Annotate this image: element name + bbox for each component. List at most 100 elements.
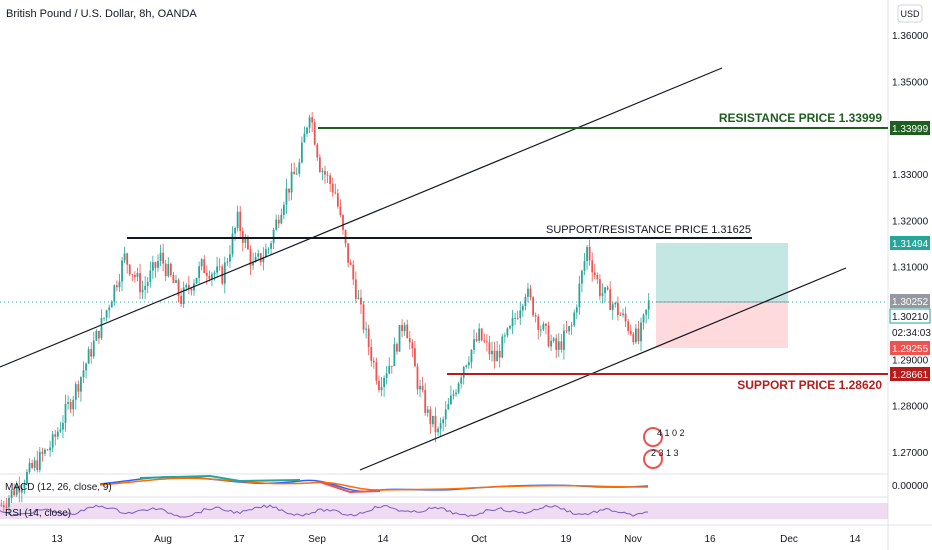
candle-body <box>259 253 262 263</box>
candle-body <box>54 434 57 437</box>
candle-body <box>478 328 481 341</box>
time-axis[interactable]: 13 Aug 17 Sep 14 Oct 19 Nov 16 Dec 14 <box>51 534 861 545</box>
candle-body <box>275 219 278 230</box>
candle-body <box>524 296 527 306</box>
candle-body <box>151 262 154 271</box>
candle-body <box>408 338 411 343</box>
support-resistance-annotation: SUPPORT/RESISTANCE PRICE 1.31625 <box>546 224 751 236</box>
candle-body <box>157 261 159 268</box>
lower-trendline[interactable] <box>359 267 847 471</box>
candle-body <box>326 174 329 176</box>
candle-body <box>324 170 326 175</box>
candles-layer <box>0 111 650 516</box>
candle-body <box>403 324 406 332</box>
target-tag-text: 1.31494 <box>892 239 929 250</box>
candle-body <box>139 273 141 293</box>
candle-body <box>503 335 506 337</box>
candle-body <box>467 362 470 366</box>
candle-body <box>90 349 93 357</box>
macd-signal-line <box>99 477 649 491</box>
support-tag <box>890 367 930 381</box>
candle-body <box>388 365 391 374</box>
candle-body <box>316 144 319 158</box>
candle-body <box>154 262 157 268</box>
candle-body <box>604 287 606 294</box>
candle-body <box>390 365 393 367</box>
time-tick-label: 17 <box>233 534 245 545</box>
candle-body <box>588 246 591 261</box>
candle-body <box>13 490 16 496</box>
candle-body <box>128 264 131 275</box>
candle-body <box>277 219 280 224</box>
candle-body <box>282 204 285 215</box>
candle-body <box>103 317 105 319</box>
candle-body <box>187 284 190 289</box>
candle-body <box>365 328 368 330</box>
target-zone[interactable] <box>656 243 788 302</box>
candle-body <box>521 305 524 311</box>
candle-body <box>313 122 316 145</box>
candle-body <box>634 328 637 343</box>
candle-body <box>611 304 614 310</box>
upper-trendline[interactable] <box>0 67 723 368</box>
candle-body <box>131 274 134 276</box>
currency-button[interactable]: USD <box>897 4 923 23</box>
price-tick-label: 1.28000 <box>892 402 929 413</box>
stop-zone[interactable] <box>656 302 788 348</box>
counter-badge[interactable]: 4 1 0 2 2 3 1 3 <box>643 427 685 469</box>
current2-tag-text: 1.30210 <box>892 312 929 323</box>
rsi-label[interactable]: RSI (14, close) <box>5 508 71 519</box>
stop-tag-text: 1.29255 <box>892 344 929 355</box>
price-tags: 1.33999 1.31494 1.30252 1.30210 02:34:03… <box>889 121 931 381</box>
target-tag <box>890 236 930 250</box>
candle-body <box>247 238 249 250</box>
candle-body <box>485 341 488 343</box>
candle-body <box>383 377 385 388</box>
macd-label[interactable]: MACD (12, 26, close, 9) <box>5 482 112 493</box>
candle-body <box>545 323 547 326</box>
candle-body <box>105 310 108 318</box>
candle-body <box>511 318 514 326</box>
candle-body <box>177 280 180 296</box>
candle-body <box>321 170 324 172</box>
candle-body <box>578 283 581 308</box>
candle-body <box>367 328 370 348</box>
candle-body <box>642 314 645 323</box>
candle-body <box>175 280 177 283</box>
candle-body <box>270 243 272 249</box>
candle-body <box>457 383 460 393</box>
candle-body <box>295 173 298 175</box>
candle-body <box>437 428 439 433</box>
price-tick-label: 1.36000 <box>892 31 929 42</box>
candle-body <box>56 431 59 437</box>
support-tag-text: 1.28661 <box>892 370 929 381</box>
candle-body <box>439 423 442 429</box>
candle-body <box>216 266 218 273</box>
time-tick-label: 16 <box>704 534 716 545</box>
candle-body <box>354 279 357 299</box>
candle-body <box>218 266 221 268</box>
candle-body <box>501 336 504 358</box>
candle-body <box>573 312 576 326</box>
candle-body <box>609 289 612 310</box>
candle-body <box>647 300 650 310</box>
candle-body <box>414 348 416 367</box>
candle-body <box>87 349 90 364</box>
candle-body <box>254 256 257 262</box>
candle-body <box>378 380 380 391</box>
candle-body <box>49 447 51 451</box>
candle-body <box>69 402 72 410</box>
candle-body <box>557 341 560 350</box>
candle-body <box>252 261 254 266</box>
svg-text:USD: USD <box>900 9 920 19</box>
candle-body <box>198 266 201 278</box>
candle-body <box>223 262 226 284</box>
candle-body <box>493 350 496 362</box>
candle-body <box>303 133 306 143</box>
candle-body <box>498 350 501 358</box>
candle-body <box>532 297 535 316</box>
candle-body <box>416 366 419 390</box>
candle-body <box>231 233 234 255</box>
candle-body <box>539 329 542 331</box>
